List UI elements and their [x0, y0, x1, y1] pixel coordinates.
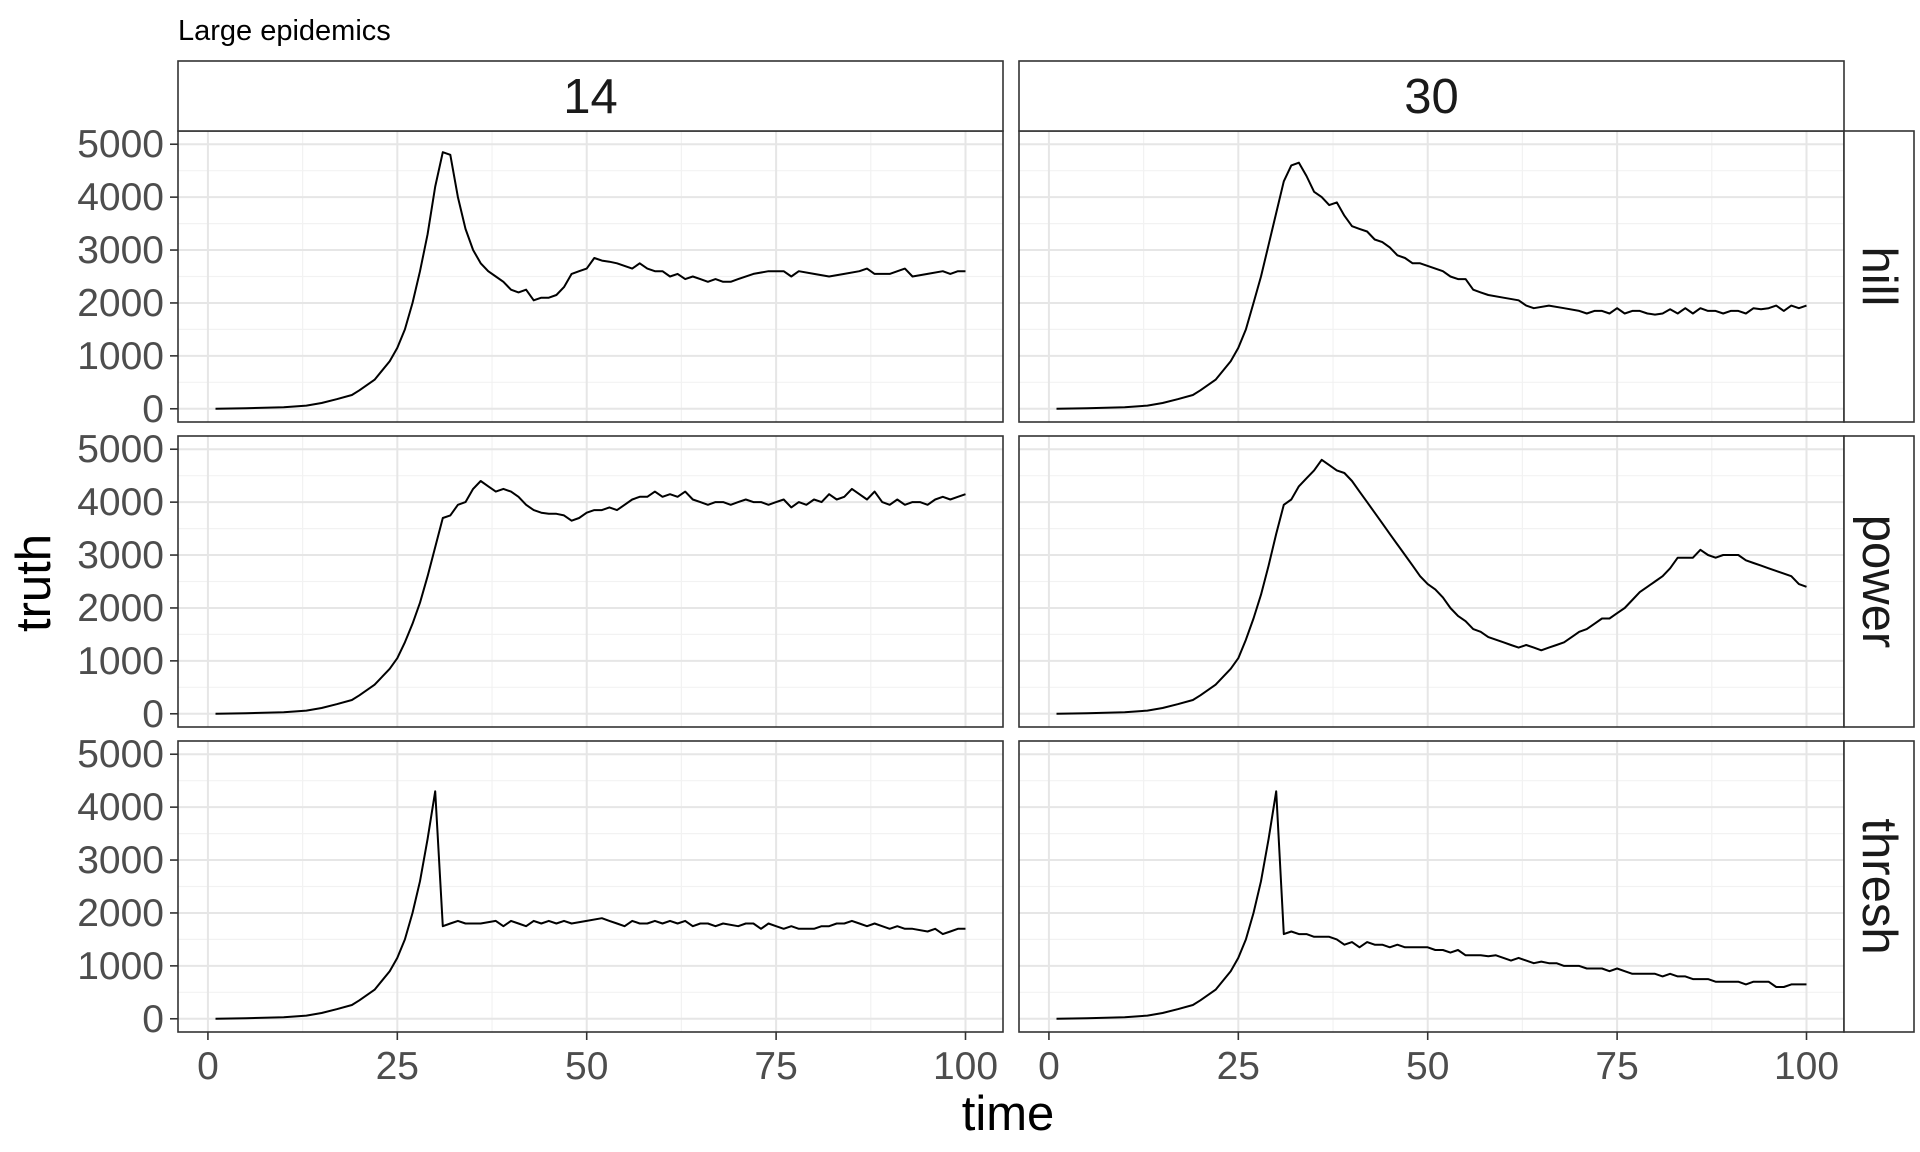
- x-tick-label: 75: [1595, 1045, 1638, 1088]
- panel-border: [177, 740, 1004, 1033]
- x-tick-label: 75: [754, 1045, 797, 1088]
- facet-strip-row: [1843, 130, 1915, 423]
- facet-strip-col: [177, 60, 1004, 132]
- y-tick-label: 0: [142, 998, 164, 1041]
- y-tick-label: 3000: [77, 229, 164, 272]
- facet-strip-label-col: 30: [1404, 70, 1459, 124]
- series-line-thresh-30: [1056, 790, 1807, 1020]
- facet-strip-col: [1018, 60, 1845, 132]
- series-line-power-30: [1056, 458, 1807, 715]
- y-tick-label: 4000: [77, 786, 164, 829]
- x-tick-label: 25: [1217, 1045, 1260, 1088]
- x-axis-title: time: [962, 1087, 1055, 1141]
- facet-strip-row: [1843, 435, 1915, 728]
- y-tick-label: 2000: [77, 587, 164, 630]
- x-tick-label: 0: [197, 1045, 219, 1088]
- series-line-thresh-14: [215, 790, 966, 1020]
- facet-strip-label-row: thresh: [1852, 818, 1906, 954]
- y-tick-label: 1000: [77, 640, 164, 683]
- y-tick-label: 5000: [77, 428, 164, 471]
- y-tick-label: 3000: [77, 839, 164, 882]
- plot-layer: 14 30hillpowerthresh010002000300040005000…: [77, 60, 1915, 1088]
- facet-strip-row: [1843, 740, 1915, 1033]
- y-tick-label: 1000: [77, 945, 164, 988]
- y-tick-label: 0: [142, 693, 164, 736]
- x-tick-label: 100: [1774, 1045, 1839, 1088]
- x-tick-label: 50: [565, 1045, 608, 1088]
- facet-strip-label-row: hill: [1852, 247, 1906, 307]
- chart-title: Large epidemics: [178, 15, 391, 47]
- series-line-hill-14: [215, 151, 966, 410]
- y-axis-title: truth: [7, 534, 61, 632]
- x-tick-label: 25: [376, 1045, 419, 1088]
- y-tick-label: 0: [142, 388, 164, 431]
- series-line-power-14: [215, 480, 966, 715]
- x-tick-label: 100: [933, 1045, 998, 1088]
- y-tick-label: 1000: [77, 335, 164, 378]
- series-line-hill-30: [1056, 161, 1807, 410]
- y-tick-label: 5000: [77, 123, 164, 166]
- y-tick-label: 4000: [77, 481, 164, 524]
- facet-strip-label-row: power: [1852, 515, 1906, 648]
- y-tick-label: 4000: [77, 176, 164, 219]
- y-tick-label: 5000: [77, 733, 164, 776]
- x-tick-label: 50: [1406, 1045, 1449, 1088]
- y-tick-label: 2000: [77, 892, 164, 935]
- facet-strip-label-col: 14: [563, 70, 618, 124]
- y-tick-label: 3000: [77, 534, 164, 577]
- x-tick-label: 0: [1038, 1045, 1060, 1088]
- y-tick-label: 2000: [77, 282, 164, 325]
- panel-border: [177, 435, 1004, 728]
